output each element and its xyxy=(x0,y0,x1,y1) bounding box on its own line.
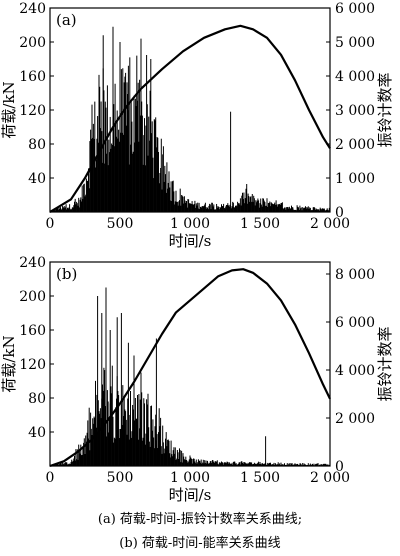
figure: 0 500 1 000 1 500 2 000 40 80 120 160 200 240 0 1 00… xyxy=(0,1,394,504)
panel-b-ylabel-right: 振铃计数率 xyxy=(376,326,394,401)
panel-b-yr-tick-label: 0 xyxy=(335,459,344,475)
panel-a-x-tick-label: 1 500 xyxy=(240,216,280,232)
panel-a-yl-tick-label: 40 xyxy=(28,171,46,187)
panel-a-yr-tick-label: 0 xyxy=(335,205,344,221)
panel-a-xlabel: 时间/s xyxy=(169,232,212,250)
panel-b-label: (b) xyxy=(56,265,77,283)
panel-a-yr-tick-label: 4 000 xyxy=(335,69,375,85)
panel-b-x-tick-label: 0 xyxy=(46,470,55,486)
panel-b-yl-tick-label: 160 xyxy=(19,323,46,339)
panel-a-yr-tick-label: 6 000 xyxy=(335,1,375,17)
panel-a-ylabel-left: 荷载/kN xyxy=(0,81,18,138)
caption-b: (b) 荷载-时间-能率关系曲线 xyxy=(119,536,281,551)
panel-a-yl-tick-label: 200 xyxy=(19,35,46,51)
panel-a-yr-tick-label: 3 000 xyxy=(335,103,375,119)
panel-a-yr-tick-label: 2 000 xyxy=(335,137,375,153)
panel-b-x-tick-label: 1 500 xyxy=(240,470,280,486)
panel-a-yr-tick-label: 1 000 xyxy=(335,171,375,187)
panel-b-yl-tick-label: 40 xyxy=(28,425,46,441)
panel-b-yr-tick-label: 4 000 xyxy=(335,363,375,379)
panel-b-ylabel-left: 荷载/kN xyxy=(0,335,18,392)
panel-a-yl-tick-label: 120 xyxy=(19,103,46,119)
panel-b-x-tick-label: 1 000 xyxy=(170,470,210,486)
panel-a-x-tick-label: 2 000 xyxy=(310,216,350,232)
panel-a-x-tick-label: 0 xyxy=(46,216,55,232)
panel-a-yl-tick-label: 160 xyxy=(19,69,46,85)
panel-a-curve xyxy=(49,24,331,213)
panel-b-yr-tick-label: 2 000 xyxy=(335,411,375,427)
panel-a-yr-tick-label: 5 000 xyxy=(335,35,375,51)
caption-a: (a) 荷载-时间-振铃计数率关系曲线; xyxy=(97,512,303,527)
panel-a-label: (a) xyxy=(56,11,77,29)
panel-b-yl-tick-label: 240 xyxy=(19,255,46,271)
panel-b-yl-tick-label: 200 xyxy=(19,289,46,305)
panel-b-yr-tick-label: 8 000 xyxy=(335,267,375,283)
panel-a-x-tick-label: 1 000 xyxy=(170,216,210,232)
panel-a-x-tick-label: 500 xyxy=(107,216,134,232)
panel-b-x-tick-label: 2 000 xyxy=(310,470,350,486)
panel-b-yl-tick-label: 120 xyxy=(19,357,46,373)
panel-b-x-tick-label: 500 xyxy=(107,470,134,486)
panel-b-yl-tick-label: 80 xyxy=(28,391,46,407)
panel-b-xlabel: 时间/s xyxy=(169,486,212,504)
panel-a-ylabel-right: 振铃计数率 xyxy=(376,72,394,147)
panel-b-yr-tick-label: 6 000 xyxy=(335,315,375,331)
panel-a-yl-tick-label: 80 xyxy=(28,137,46,153)
panel-a-yl-tick-label: 240 xyxy=(19,1,46,17)
panel-b-curve xyxy=(49,268,331,468)
